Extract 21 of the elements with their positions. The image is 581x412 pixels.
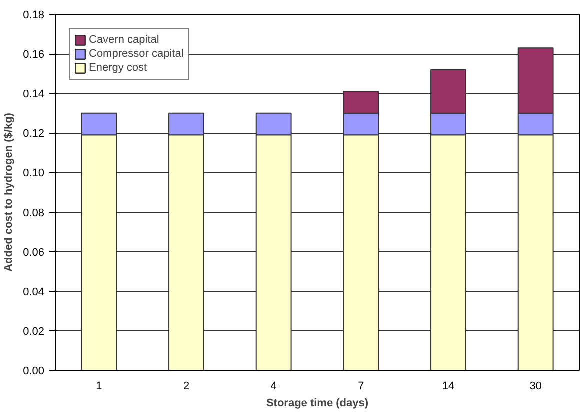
y-tick-label: 0.12 xyxy=(23,128,45,140)
x-tick-label: 4 xyxy=(270,380,277,392)
y-tick-label: 0.06 xyxy=(23,246,45,259)
y-tick-label: 0.16 xyxy=(23,49,45,62)
y-tick-label: 0.10 xyxy=(23,168,45,180)
y-tick-label: 0.00 xyxy=(23,366,45,378)
x-tick-label: 14 xyxy=(442,380,455,392)
y-tick-label: 0.04 xyxy=(23,286,45,298)
y-tick-label: 0.08 xyxy=(23,207,45,220)
legend-label: Cavern capital xyxy=(89,33,160,47)
legend-label: Energy cost xyxy=(89,61,148,75)
y-axis-title: Added cost to hydrogen ($/kg) xyxy=(3,112,16,272)
y-tick-label: 0.14 xyxy=(23,88,45,101)
x-tick-label: 1 xyxy=(96,380,102,392)
x-tick-label: 2 xyxy=(183,380,190,392)
x-tick-label: 7 xyxy=(358,380,364,392)
y-tick-label: 0.02 xyxy=(23,326,45,338)
y-tick-label: 0.18 xyxy=(23,10,45,22)
x-axis-title: Storage time (days) xyxy=(266,398,369,410)
x-tick-label: 30 xyxy=(530,380,542,392)
legend-label: Compressor capital xyxy=(89,47,184,61)
